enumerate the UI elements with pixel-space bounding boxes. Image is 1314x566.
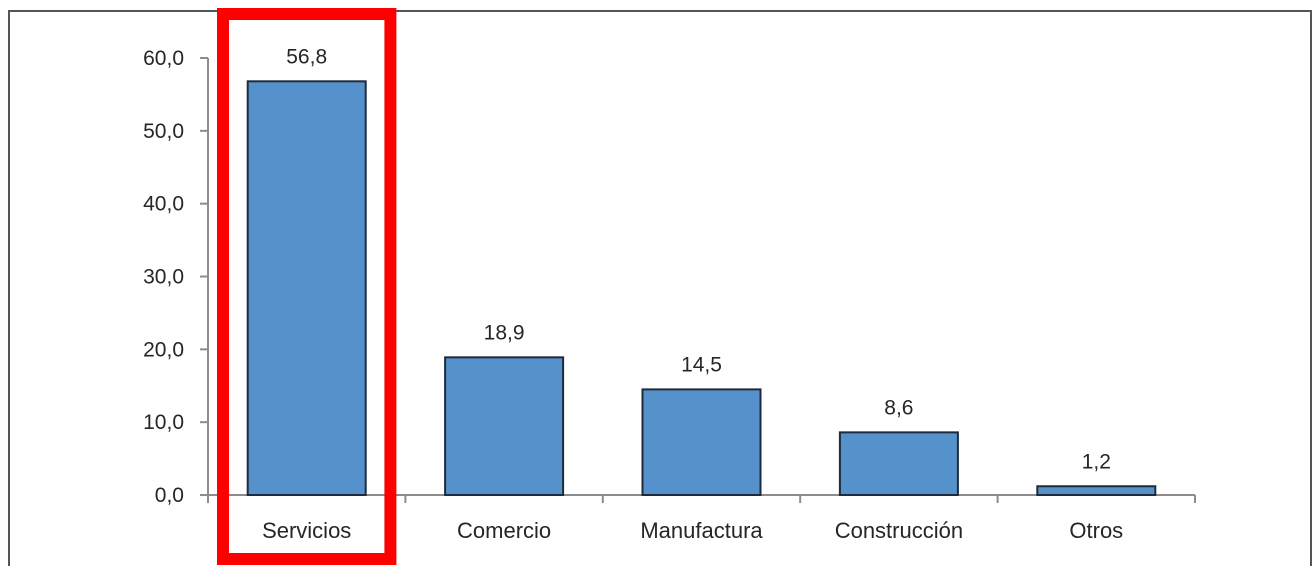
data-labels: 56,8 18,9 14,5 8,6 1,2 bbox=[286, 45, 1111, 473]
x-category-label: Comercio bbox=[457, 518, 551, 543]
bar-value-label: 56,8 bbox=[286, 45, 327, 68]
bar bbox=[444, 356, 565, 496]
bar bbox=[246, 80, 367, 496]
highlight-box bbox=[217, 8, 397, 565]
y-tick-label: 30,0 bbox=[143, 266, 184, 289]
x-category-label: Servicios bbox=[262, 518, 351, 543]
x-category-label: Otros bbox=[1069, 518, 1123, 543]
bar bbox=[1036, 485, 1157, 497]
y-tick-label: 20,0 bbox=[143, 338, 184, 361]
y-tick-label: 60,0 bbox=[143, 47, 184, 70]
y-tick-label: 0,0 bbox=[155, 484, 184, 507]
bar bbox=[838, 431, 959, 497]
bar-value-label: 8,6 bbox=[884, 396, 913, 419]
y-tick-label: 10,0 bbox=[143, 411, 184, 434]
bar-value-label: 14,5 bbox=[681, 353, 722, 376]
x-category-label: Manufactura bbox=[640, 518, 763, 543]
y-tick-label: 40,0 bbox=[143, 193, 184, 216]
bar-value-label: 1,2 bbox=[1082, 450, 1111, 473]
bar bbox=[641, 388, 762, 496]
y-tick-label: 50,0 bbox=[143, 120, 184, 143]
y-axis: 0,0 10,0 20,0 30,0 40,0 50,0 60,0 bbox=[143, 47, 209, 507]
x-category-label: Construcción bbox=[835, 518, 963, 543]
bar-value-label: 18,9 bbox=[484, 321, 525, 344]
bars bbox=[246, 80, 1157, 497]
highlight bbox=[217, 8, 397, 565]
